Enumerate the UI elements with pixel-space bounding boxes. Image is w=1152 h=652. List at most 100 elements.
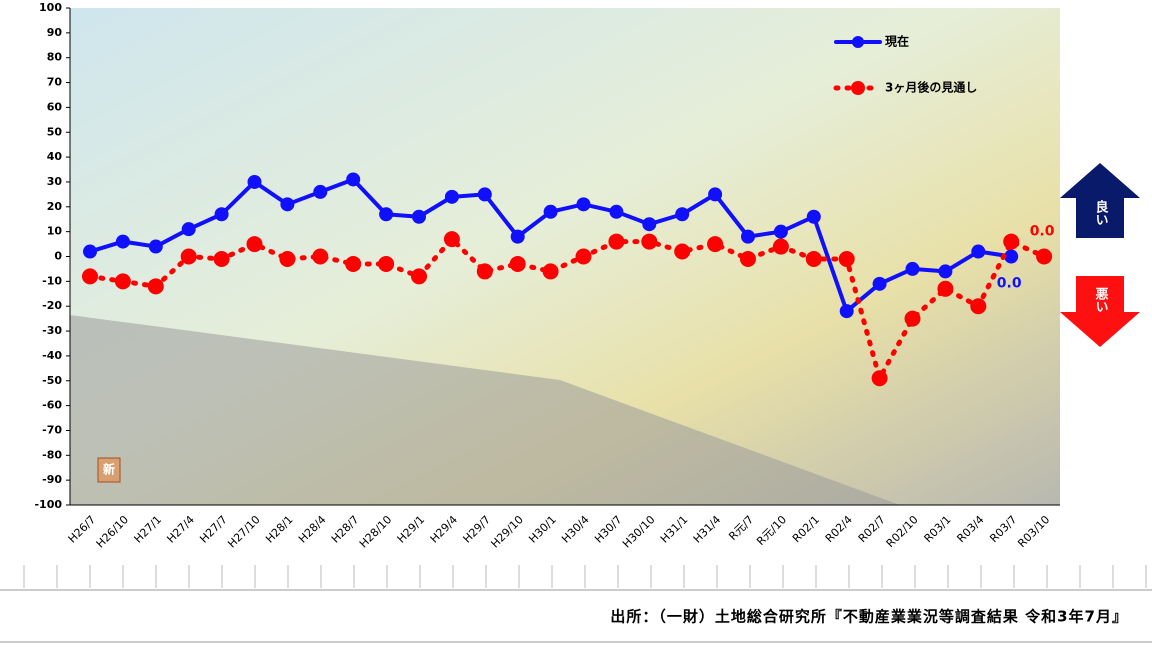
y-tick-label: -90 [42,473,62,486]
data-point [970,298,987,315]
x-tick-label: H29/10 [488,513,525,550]
badge [97,457,121,483]
data-point [1004,249,1019,264]
data-point [147,278,164,295]
x-tick-label: H27/4 [164,513,197,546]
y-tick-label: 10 [47,225,63,238]
data-point [937,280,954,297]
x-tick-label: H28/1 [263,513,296,546]
data-point [772,238,789,255]
y-tick-label: -50 [42,374,62,387]
data-point [938,264,953,279]
x-tick-label: H31/4 [691,513,724,546]
good-label: 良い [1093,199,1108,226]
x-tick-label: H30/4 [559,513,592,546]
data-point [115,234,130,249]
y-tick-label: 50 [47,125,63,138]
x-tick-label: R03/1 [922,513,954,545]
x-tick-label: H27/10 [225,513,262,550]
data-point [246,236,263,253]
data-point [642,217,657,232]
y-tick-label: -40 [42,349,62,362]
data-point [806,209,821,224]
data-point [740,250,756,267]
x-tick-label: H30/1 [526,513,559,546]
y-tick-label: -70 [42,423,62,436]
up-arrow [1060,163,1140,238]
x-tick-label: H26/10 [94,513,131,550]
data-point [180,248,197,265]
data-point [82,268,98,285]
legend-label: 現在 [885,34,909,49]
y-tick-label: 30 [47,175,63,188]
bad-label: 悪い [1093,287,1109,313]
badge-label: 新 [103,462,115,477]
x-tick-label: H30/10 [620,513,657,550]
x-tick-label: H28/10 [357,513,394,550]
x-tick-label: R02/4 [823,513,855,545]
cell-grid [23,565,1147,588]
data-point [741,229,755,244]
y-tick-label: -80 [42,448,62,461]
x-tick-label: R03/4 [954,513,986,545]
data-point [476,263,493,280]
data-point [971,244,986,259]
data-point [345,255,362,272]
x-tick-label: R02/10 [884,513,921,550]
data-point [543,204,558,219]
data-point [279,250,296,267]
data-point [674,243,691,260]
data-point [509,255,526,272]
data-point [181,222,196,237]
y-tick-label: -60 [42,399,62,412]
y-tick-label: -10 [42,274,62,287]
x-tick-label: H31/1 [658,513,691,546]
data-point [379,207,394,222]
x-tick-label: R元/7 [726,513,756,543]
x-tick-label: H28/4 [296,513,329,546]
data-point [871,370,888,387]
y-tick-label: 60 [47,100,63,113]
x-tick-label: H29/1 [395,513,428,546]
legend-marker [852,36,864,48]
data-point [114,273,131,290]
x-tick-label: H29/4 [428,513,461,546]
y-tick-label: -100 [34,498,62,511]
legend-label: 3ヶ月後の見通し [885,80,977,95]
data-point [214,207,229,222]
y-tick-label: 20 [47,200,63,213]
data-point [346,172,361,187]
data-point [444,189,459,204]
data-point [708,187,723,202]
data-point [542,263,559,280]
road-shape [70,315,900,505]
y-tick-label: 40 [47,150,63,163]
data-point [641,233,658,250]
data-point [1036,248,1053,265]
y-tick-label: -30 [42,324,62,337]
data-point [675,207,690,222]
data-point [510,229,525,244]
down-arrow [1060,276,1140,347]
x-tick-label: R元/10 [754,513,789,548]
data-point [247,174,262,189]
data-point [773,224,788,239]
data-point [905,261,920,276]
x-tick-label: R03/10 [1015,513,1052,550]
value-label: 0.0 [997,276,1022,292]
data-point [904,310,921,327]
x-tick-label: R02/1 [790,513,822,545]
data-point [443,231,460,248]
source-note: 出所：（一財）土地総合研究所『不動産業業況等調査結果 令和3年7月』 [610,608,1128,626]
data-point [576,197,591,212]
data-point [411,268,427,285]
y-tick-label: 70 [47,76,63,89]
y-tick-label: -20 [42,299,62,312]
data-point [213,250,230,267]
data-point [312,248,329,265]
legend-marker [851,81,865,95]
value-label: 0.0 [1030,224,1055,240]
data-point [608,233,625,250]
data-point [83,244,97,259]
